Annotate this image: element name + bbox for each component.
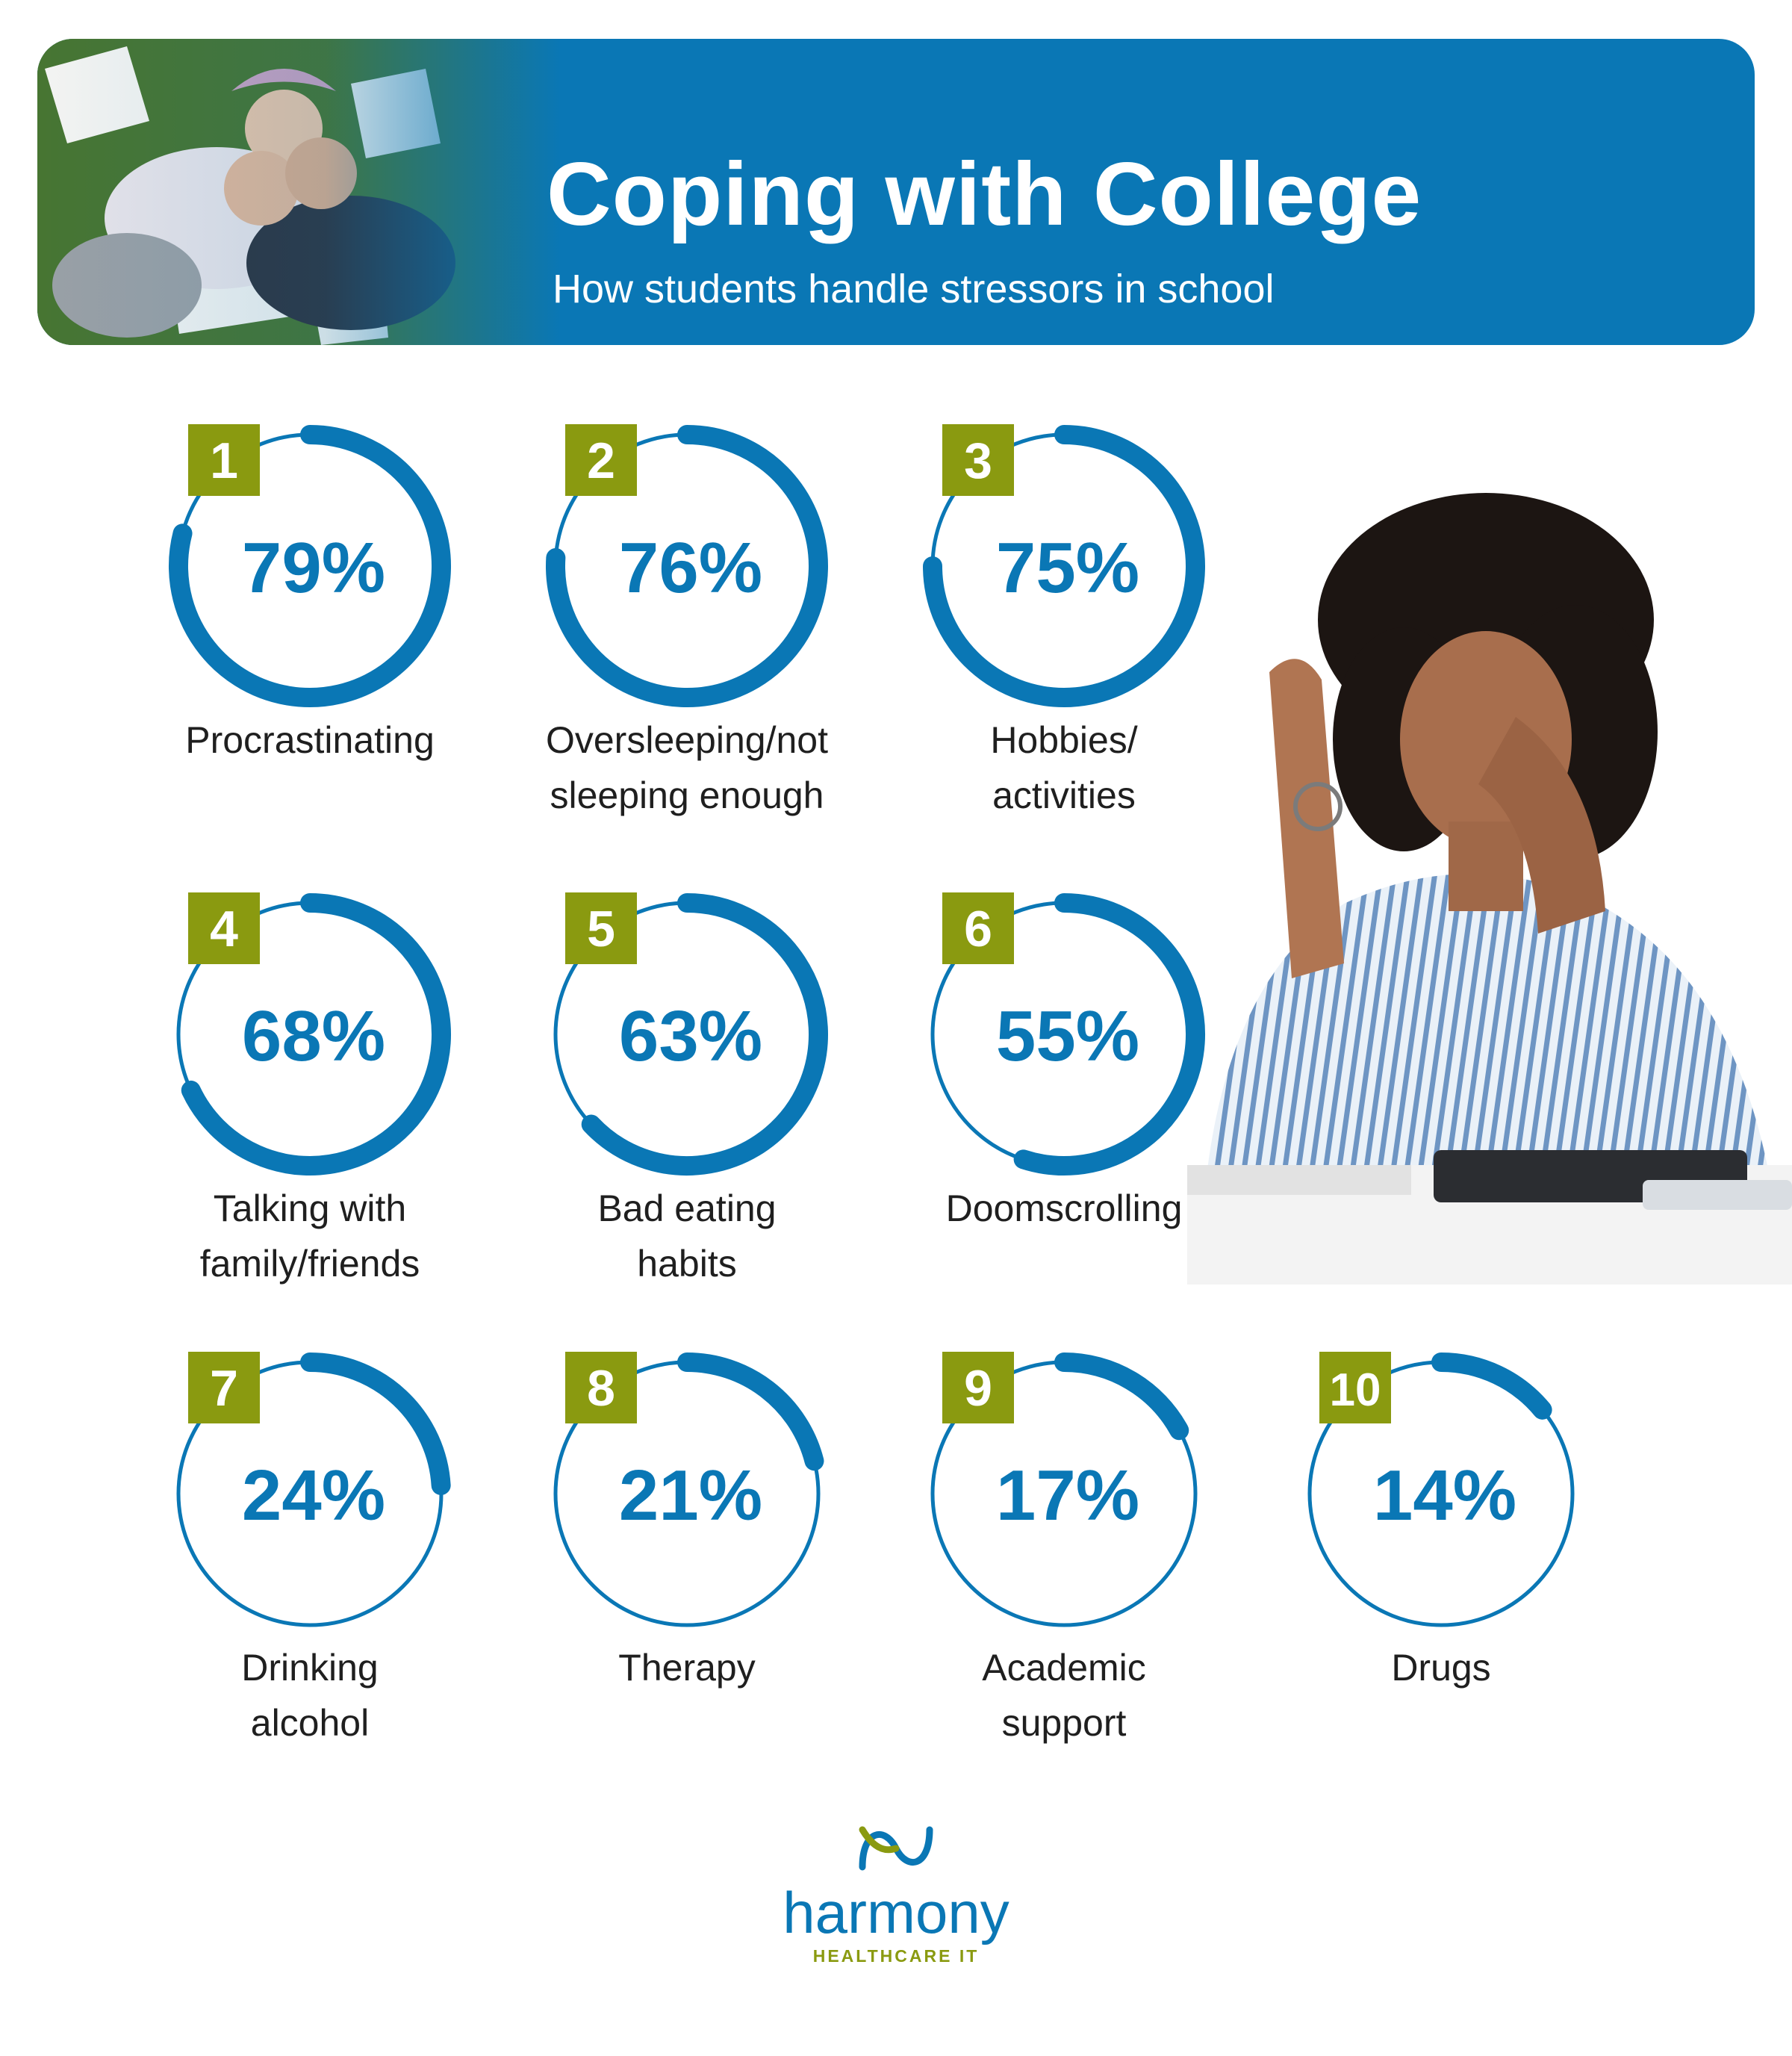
harmony-wave-icon — [859, 1826, 933, 1871]
ring-label: Doomscrolling — [946, 1187, 1183, 1229]
ring-progress-arc — [1431, 1352, 1552, 1420]
ring-item-6: 655% Doomscrolling — [930, 892, 1205, 1229]
percent-value: 76% — [619, 528, 762, 608]
rank-number: 1 — [210, 432, 238, 489]
ring-item-4: 468% Talking with family/friends — [176, 892, 451, 1285]
ring-label: sleeping enough — [550, 774, 824, 816]
ring-progress-arc — [677, 1352, 824, 1471]
rank-badge — [565, 424, 637, 496]
ring-progress-arc — [300, 1352, 451, 1495]
ring-progress-arc — [181, 893, 451, 1175]
percent-value: 79% — [242, 528, 385, 608]
page-subtitle: How students handle stressors in school — [553, 267, 1275, 311]
percent-value: 75% — [996, 528, 1139, 608]
rank-badge — [188, 1352, 260, 1423]
ring-label: activities — [992, 774, 1136, 816]
ring-progress-arc — [581, 893, 828, 1175]
rank-number: 7 — [210, 1360, 238, 1417]
logo-wordmark: harmony — [783, 1880, 1009, 1945]
rank-number: 9 — [964, 1360, 992, 1417]
percent-value: 63% — [619, 996, 762, 1076]
rank-badge — [188, 424, 260, 496]
stressed-student-rubbing-eyes-photo — [1187, 493, 1792, 1285]
ring-label: Procrastinating — [185, 719, 435, 761]
ring-progress-arc — [546, 425, 828, 707]
rank-number: 4 — [210, 901, 238, 957]
ring-label: Drinking — [241, 1647, 378, 1689]
logo-tagline: HEALTHCARE IT — [812, 1946, 980, 1966]
ring-progress-arc — [169, 425, 451, 707]
ring-progress-arc — [1054, 1352, 1189, 1441]
ring-item-7: 724% Drinking alcohol — [176, 1352, 451, 1744]
rank-number: 2 — [587, 432, 615, 489]
ring-label: alcohol — [251, 1702, 369, 1744]
ring-label: habits — [637, 1243, 736, 1285]
rank-badge — [1319, 1352, 1391, 1423]
ring-label: support — [1002, 1702, 1127, 1744]
ring-progress-arc — [923, 425, 1205, 707]
ring-label: Therapy — [618, 1647, 755, 1689]
ring-item-2: 276% Oversleeping/not sleeping enough — [546, 424, 828, 816]
rank-badge — [565, 1352, 637, 1423]
percent-value: 24% — [242, 1456, 385, 1535]
page-title: Coping with College — [547, 144, 1422, 244]
percent-value: 14% — [1373, 1456, 1516, 1535]
rank-number: 5 — [587, 901, 615, 957]
percent-value: 55% — [996, 996, 1139, 1076]
rank-number: 6 — [964, 901, 992, 957]
rank-number: 3 — [964, 432, 992, 489]
ring-item-3: 375% Hobbies/activities — [923, 424, 1205, 816]
ring-label: Academic — [982, 1647, 1146, 1689]
ring-item-5: 563% Bad eating habits — [553, 892, 828, 1285]
percent-value: 17% — [996, 1456, 1139, 1535]
students-lying-on-grass-photo — [37, 39, 560, 345]
ring-item-9: 917% Academic support — [930, 1352, 1198, 1744]
harmony-logo: harmony HEALTHCARE IT — [747, 1822, 1045, 1972]
rank-badge — [942, 424, 1014, 496]
ring-label: Bad eating — [597, 1187, 776, 1229]
ring-item-8: 821% Therapy — [553, 1352, 824, 1689]
rank-badge — [942, 892, 1014, 964]
percent-value: 68% — [242, 996, 385, 1076]
ring-label: Oversleeping/not — [546, 719, 828, 761]
rank-number: 8 — [587, 1360, 615, 1417]
rank-badge — [565, 892, 637, 964]
rank-number: 10 — [1330, 1364, 1381, 1416]
ring-item-10: 10 14% Drugs — [1307, 1352, 1575, 1689]
ring-progress-arc — [1013, 893, 1205, 1175]
rank-badge — [188, 892, 260, 964]
header-banner: Coping with College How students handle … — [37, 39, 1755, 345]
ring-label: Talking with — [214, 1187, 406, 1229]
ring-label: family/friends — [200, 1243, 420, 1285]
ring-item-1: 179% Procrastinating — [169, 424, 451, 761]
percent-value: 21% — [619, 1456, 762, 1535]
rank-badge — [942, 1352, 1014, 1423]
ring-label: Hobbies/ — [990, 719, 1137, 761]
ring-label: Drugs — [1391, 1647, 1490, 1689]
